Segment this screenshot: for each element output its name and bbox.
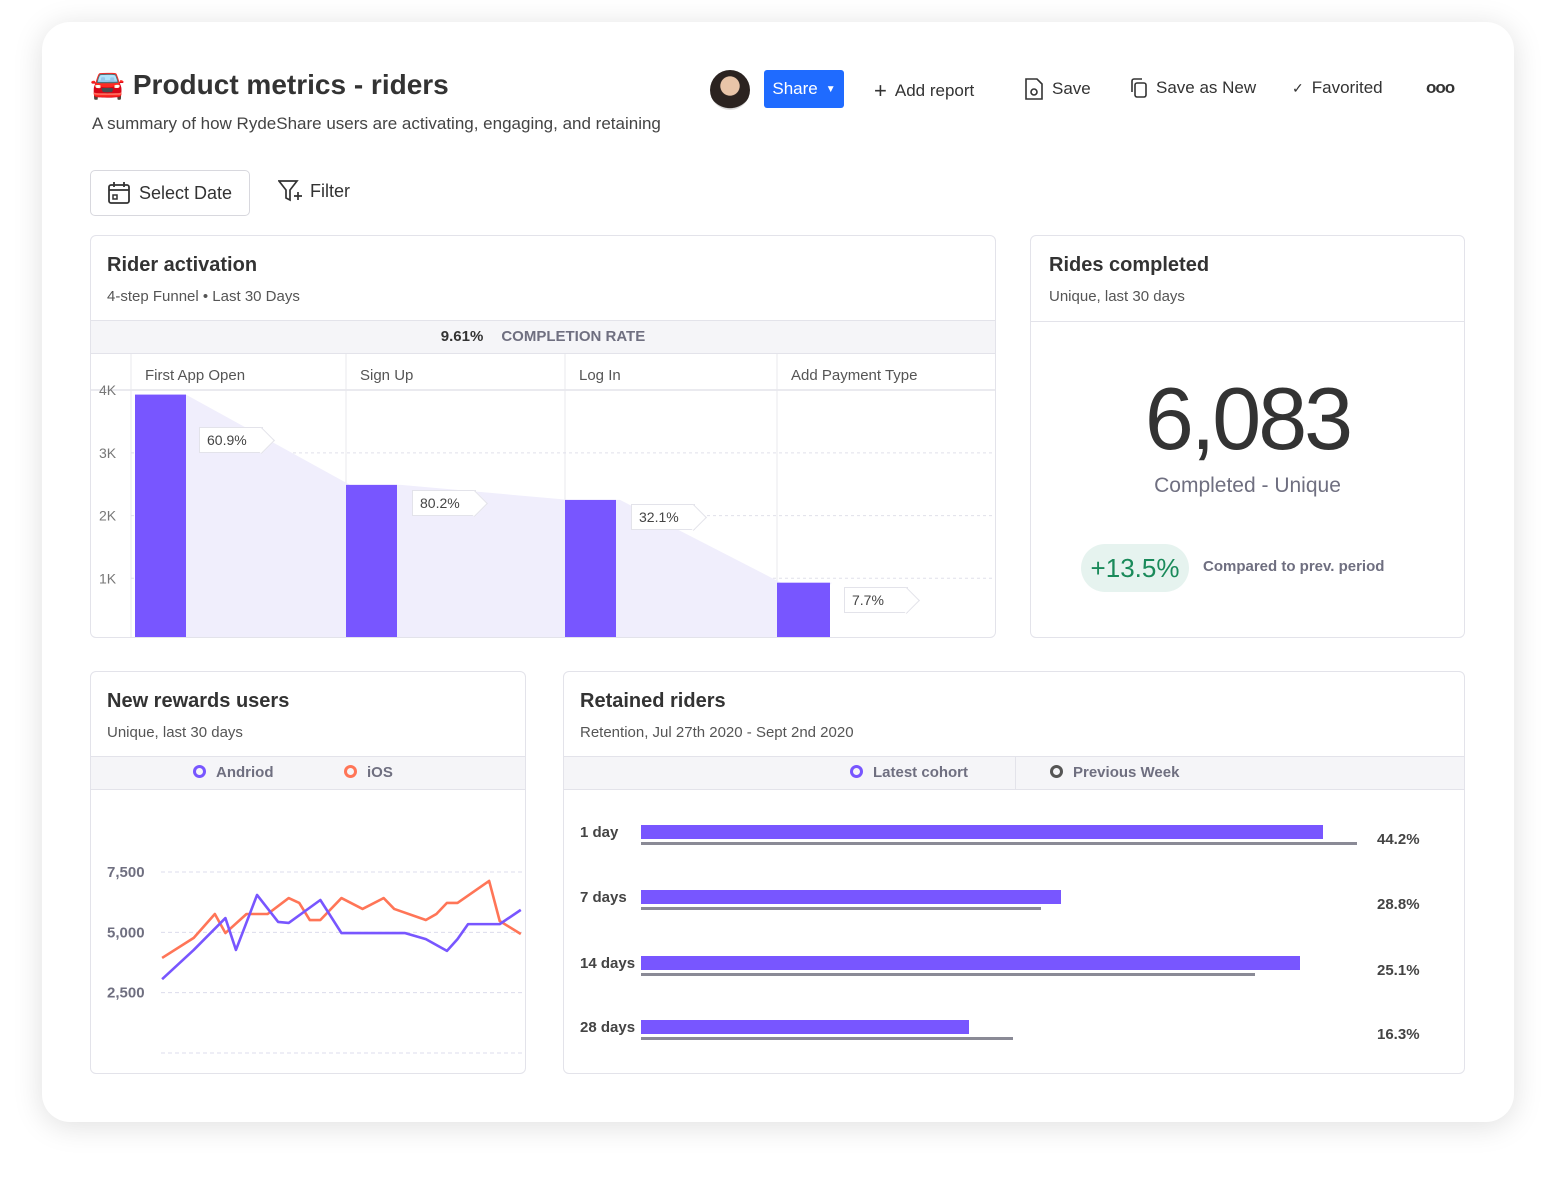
step-label: Log In bbox=[579, 367, 621, 384]
value-label: 44.2% bbox=[1377, 831, 1420, 848]
y-tick-label: 7,500 bbox=[107, 864, 145, 881]
card-title: Rides completed bbox=[1049, 254, 1210, 276]
avatar[interactable] bbox=[710, 70, 750, 110]
save-button[interactable]: Save bbox=[1024, 78, 1091, 100]
step-label: Add Payment Type bbox=[791, 367, 917, 384]
step-label: Sign Up bbox=[360, 367, 413, 384]
retained-riders-card: Retained riders Retention, Jul 27th 2020… bbox=[563, 671, 1465, 1074]
value-label: 28.8% bbox=[1377, 896, 1420, 913]
value-label: 25.1% bbox=[1377, 962, 1420, 979]
legend-previous-week[interactable]: Previous Week bbox=[1050, 757, 1179, 789]
line-chart: 7,500 5,000 2,500 AUG 02 AUG 17 Sept 02 bbox=[107, 864, 525, 1074]
calendar-icon bbox=[108, 182, 130, 204]
card-subtitle: 4-step Funnel • Last 30 Days bbox=[107, 288, 300, 305]
x-tick-label: AUG 02 bbox=[113, 1070, 164, 1074]
y-tick-label: 3K bbox=[99, 445, 117, 461]
filter-button[interactable]: Filter bbox=[278, 180, 350, 202]
card-subtitle: Unique, last 30 days bbox=[107, 724, 243, 741]
completion-rate-bar: 9.61% COMPLETION RATE bbox=[91, 320, 995, 354]
series-line-ios bbox=[161, 879, 522, 960]
conversion-tag: 60.9% bbox=[199, 427, 263, 453]
legend: Andriod iOS bbox=[91, 756, 525, 790]
previous-week-bar bbox=[641, 1037, 1014, 1040]
big-number: 6,083 bbox=[1144, 369, 1353, 468]
dashboard: 🚘 Product metrics - riders A summary of h… bbox=[42, 22, 1514, 1122]
previous-week-bar bbox=[641, 907, 1042, 910]
row-label: 1 day bbox=[580, 824, 619, 841]
add-report-button[interactable]: + Add report bbox=[874, 78, 975, 103]
page-subtitle: A summary of how RydeShare users are act… bbox=[92, 114, 661, 133]
funnel-bar bbox=[135, 394, 186, 637]
select-date-button[interactable]: Select Date bbox=[90, 170, 250, 216]
android-dot-icon bbox=[193, 765, 206, 778]
row-label: 7 days bbox=[580, 889, 627, 906]
favorited-button[interactable]: ✓ Favorited bbox=[1292, 78, 1383, 97]
save-icon bbox=[1025, 78, 1043, 100]
funnel-bar bbox=[777, 582, 830, 637]
latest-cohort-bar bbox=[641, 890, 1062, 904]
plus-icon: + bbox=[874, 78, 887, 103]
y-tick-label: 4K bbox=[99, 382, 117, 398]
big-number-label: Completed - Unique bbox=[1154, 474, 1341, 497]
conversion-tag: 7.7% bbox=[844, 587, 908, 613]
completion-label: COMPLETION RATE bbox=[501, 328, 646, 345]
conversion-tag: 32.1% bbox=[631, 504, 695, 530]
completion-value: 9.61% bbox=[440, 328, 484, 345]
legend-ios[interactable]: iOS bbox=[344, 757, 393, 789]
x-tick-label: Sept 02 bbox=[438, 1070, 488, 1074]
funnel-bar bbox=[346, 484, 397, 637]
ios-dot-icon bbox=[344, 765, 357, 778]
series-line-andriod bbox=[161, 893, 522, 981]
latest-dot-icon bbox=[850, 765, 863, 778]
y-tick-label: 1K bbox=[99, 570, 117, 586]
legend-android[interactable]: Andriod bbox=[193, 757, 274, 789]
funnel-bar bbox=[565, 499, 616, 637]
card-subtitle: Retention, Jul 27th 2020 - Sept 2nd 2020 bbox=[580, 724, 854, 741]
check-icon: ✓ bbox=[1292, 79, 1304, 96]
row-label: 28 days bbox=[580, 1019, 636, 1036]
car-icon: 🚘 bbox=[90, 69, 125, 100]
more-button[interactable]: ooo bbox=[1426, 78, 1455, 97]
filter-icon bbox=[278, 180, 302, 202]
previous-dot-icon bbox=[1050, 765, 1063, 778]
latest-cohort-bar bbox=[641, 956, 1300, 970]
y-tick-label: 2K bbox=[99, 508, 117, 524]
card-subtitle: Unique, last 30 days bbox=[1049, 288, 1185, 305]
page-title: 🚘 Product metrics - riders bbox=[90, 68, 449, 101]
previous-week-bar bbox=[641, 973, 1256, 976]
rider-activation-card: Rider activation 4-step Funnel • Last 30… bbox=[90, 235, 996, 638]
step-label: First App Open bbox=[145, 367, 245, 384]
funnel-chart: 4K 3K 2K 1K First App Open Sign Up Log In Add P… bbox=[91, 354, 995, 637]
card-title: Retained riders bbox=[580, 690, 726, 712]
y-tick-label: 2,500 bbox=[107, 985, 145, 1002]
conversion-tag: 80.2% bbox=[412, 490, 476, 516]
save-as-new-button[interactable]: Save as New bbox=[1130, 78, 1256, 98]
latest-cohort-bar bbox=[641, 825, 1323, 839]
previous-week-bar bbox=[641, 842, 1357, 845]
copy-icon bbox=[1131, 78, 1147, 98]
x-tick-label: AUG 17 bbox=[277, 1070, 328, 1074]
funnel-area bbox=[175, 394, 832, 637]
legend-latest-cohort[interactable]: Latest cohort bbox=[850, 757, 968, 789]
change-badge: +13.5% bbox=[1081, 544, 1189, 592]
legend: Latest cohort Previous Week bbox=[564, 756, 1464, 790]
new-rewards-card: New rewards users Unique, last 30 days A… bbox=[90, 671, 526, 1074]
latest-cohort-bar bbox=[641, 1020, 969, 1034]
share-button[interactable]: Share ▼ bbox=[764, 70, 844, 108]
caret-down-icon: ▼ bbox=[825, 83, 836, 95]
card-title: Rider activation bbox=[107, 254, 258, 276]
row-label: 14 days bbox=[580, 955, 636, 972]
rides-completed-card: Rides completed Unique, last 30 days 6,0… bbox=[1030, 235, 1465, 638]
compare-label: Compared to prev. period bbox=[1203, 558, 1385, 575]
y-tick-label: 5,000 bbox=[107, 924, 145, 941]
card-title: New rewards users bbox=[107, 690, 290, 712]
value-label: 16.3% bbox=[1377, 1026, 1420, 1043]
